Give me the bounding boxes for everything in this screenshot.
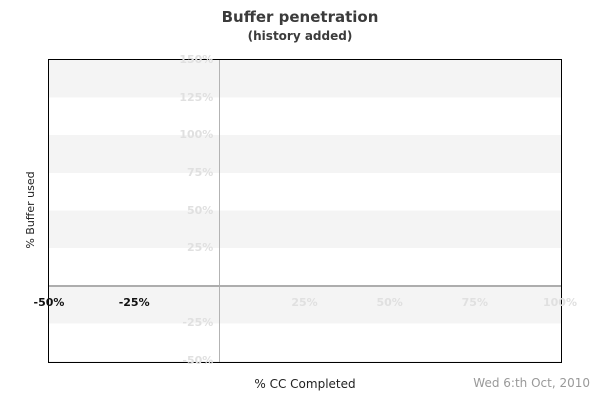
x-tick-label: 100%: [543, 295, 577, 309]
chart-title: Buffer penetration: [221, 8, 379, 26]
y-tick-label: 25%: [186, 241, 214, 255]
x-tick-label: -50%: [33, 295, 65, 309]
plot-area: 150% 125% 100% 75% 50% 25% -25% -50% -50% -25% 25…: [34, 53, 577, 367]
y-tick-label: 150%: [179, 53, 214, 66]
y-zero-gridline: [49, 285, 561, 287]
chart-subtitle: (history added): [247, 29, 353, 43]
y-tick-label: 100%: [179, 128, 214, 142]
x-tick-label: 25%: [291, 295, 318, 309]
y-tick-label: 125%: [179, 90, 214, 104]
date-stamp: Wed 6:th Oct, 2010: [473, 376, 590, 390]
y-tick-label: 75%: [186, 165, 214, 179]
x-tick-label: -25%: [118, 295, 150, 309]
y-tick-label: -50%: [182, 354, 214, 367]
x-axis-title: % CC Completed: [254, 377, 356, 391]
x-tick-label: 75%: [461, 295, 488, 309]
x-zero-gridline: [218, 60, 221, 362]
y-tick-label: -25%: [182, 316, 214, 330]
x-tick-label: 50%: [376, 295, 403, 309]
y-tick-label: 50%: [186, 203, 214, 217]
